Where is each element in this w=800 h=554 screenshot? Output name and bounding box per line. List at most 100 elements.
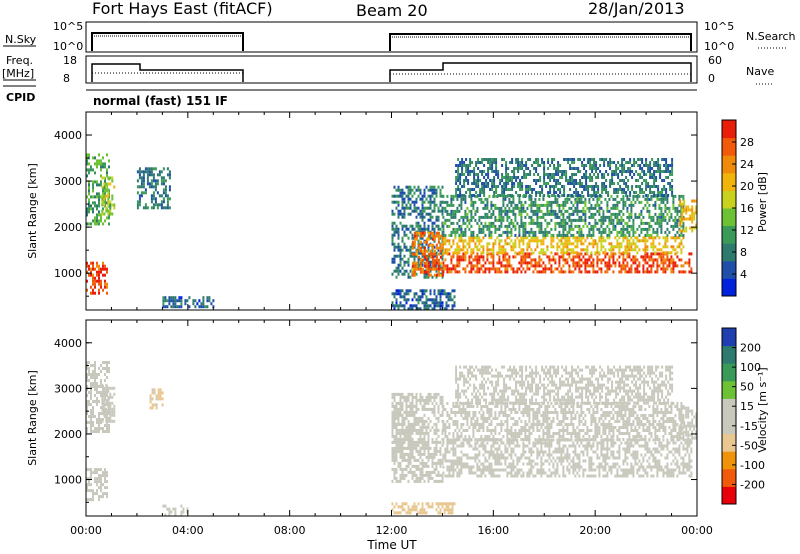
power-cell [521, 167, 524, 170]
power-cell [572, 270, 575, 274]
power-cell [684, 261, 687, 265]
power-cell [425, 197, 428, 201]
power-cell [547, 158, 550, 161]
power-cell [624, 227, 627, 231]
power-cell [538, 261, 541, 265]
power-cell [552, 245, 555, 249]
velocity-cell [433, 461, 436, 465]
power-cell [464, 197, 467, 201]
power-cell [628, 230, 631, 234]
power-cell [664, 267, 667, 271]
power-cell [506, 209, 509, 213]
power-cell [476, 261, 479, 265]
power-cell [503, 194, 506, 197]
velocity-cell [494, 468, 497, 472]
power-cell [507, 173, 510, 176]
power-cell [462, 221, 465, 225]
velocity-cell [421, 431, 424, 435]
power-cell [490, 252, 493, 256]
power-cell [653, 176, 656, 179]
power-cell [405, 245, 408, 249]
power-cell [614, 206, 617, 210]
power-cell [472, 215, 475, 219]
power-cell [588, 197, 591, 201]
power-cell [627, 185, 630, 188]
power-cell [540, 215, 543, 219]
power-cell [682, 194, 685, 198]
power-cell [544, 251, 547, 255]
power-cell [439, 255, 442, 259]
power-cell [455, 170, 458, 173]
power-cell [628, 270, 631, 274]
power-cell [682, 221, 685, 225]
power-cell [413, 270, 416, 274]
velocity-cell [86, 483, 88, 487]
power-cell [512, 248, 515, 252]
velocity-cell [415, 446, 418, 450]
power-cell [90, 285, 92, 289]
power-cell [610, 245, 613, 249]
velocity-cell [435, 431, 438, 435]
power-cell [437, 273, 440, 277]
power-cell [96, 204, 98, 208]
velocity-cell [399, 467, 402, 471]
power-cell [557, 164, 560, 167]
power-cell [663, 170, 666, 173]
velocity-cell [92, 373, 94, 376]
power-cell [661, 194, 664, 197]
power-cell [672, 227, 675, 231]
power-cell [500, 215, 503, 219]
power-cell [186, 299, 189, 303]
power-cell [617, 191, 620, 194]
power-cell [548, 194, 551, 198]
power-cell [152, 176, 155, 180]
power-cell [666, 236, 669, 240]
power-cell [106, 174, 108, 178]
power-cell [435, 243, 438, 247]
power-cell [448, 224, 451, 228]
power-cell [538, 255, 541, 259]
power-cell [615, 167, 618, 170]
power-cell [557, 179, 560, 182]
power-cell [591, 167, 594, 170]
power-cell [106, 267, 108, 271]
power-cell [168, 173, 171, 177]
velocity-cell [403, 440, 406, 444]
velocity-cell [437, 473, 440, 477]
power-cell [600, 245, 603, 249]
velocity-cell [437, 434, 440, 438]
power-cell [638, 248, 641, 252]
power-cell [450, 200, 453, 204]
power-cell [566, 245, 569, 249]
power-cell [600, 261, 603, 265]
power-cell [407, 206, 410, 210]
power-cell [618, 264, 621, 268]
power-cell [474, 245, 477, 249]
power-cell [498, 242, 501, 246]
power-cell [431, 188, 434, 192]
velocity-cell [421, 440, 424, 444]
power-cell [558, 233, 561, 237]
power-cell [541, 188, 544, 191]
power-cell [642, 227, 645, 231]
power-cell [444, 221, 447, 225]
power-cell [542, 236, 545, 240]
power-cell [595, 170, 598, 173]
velocity-cell [468, 465, 471, 469]
power-cell [664, 218, 667, 222]
power-cell [454, 209, 457, 213]
power-cell [442, 221, 445, 225]
power-cell [423, 200, 426, 204]
power-cell [539, 179, 542, 182]
power-cell [417, 257, 420, 261]
power-cell [580, 230, 583, 234]
power-cell [107, 209, 110, 213]
power-cell [457, 158, 460, 161]
power-cell [467, 179, 470, 182]
power-cell [576, 203, 579, 207]
power-cell [86, 207, 88, 211]
power-cell [397, 212, 400, 216]
power-cell [580, 236, 583, 240]
velocity-cell [427, 398, 430, 402]
power-cell [446, 212, 449, 216]
